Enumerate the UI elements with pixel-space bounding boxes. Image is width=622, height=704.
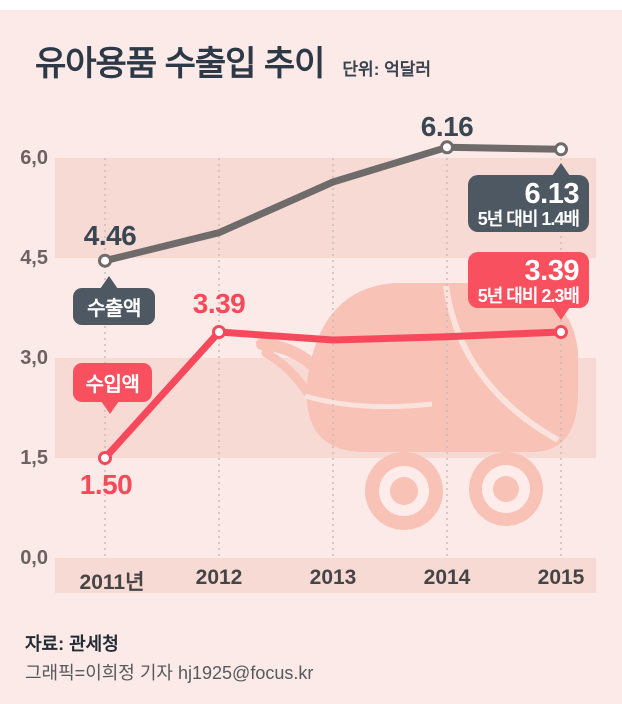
source-note: 자료: 관세청: [25, 634, 119, 654]
page-title: 유아용품 수출입 추이: [35, 45, 325, 83]
ytick-4-5: 4,5: [20, 247, 48, 269]
export-point-2014: [440, 140, 454, 155]
export-point-2011년: [98, 253, 112, 268]
ytick-6: 6,0: [20, 147, 48, 169]
stroller-watermark-icon: [256, 283, 578, 530]
export-2015-note: 5년 대비 1.4배: [477, 209, 580, 229]
export-series-tag: 수출액: [73, 276, 155, 325]
xtick-2012: 2012: [195, 566, 243, 589]
header: 유아용품 수출입 추이 단위: 억달러: [35, 36, 431, 85]
import-point-2012: [212, 325, 226, 339]
ytick-1-5: 1,5: [20, 447, 48, 469]
value-label-import-2012: 3.39: [192, 288, 246, 319]
value-label-export-2014: 6.16: [420, 111, 474, 142]
export-line: [101, 143, 565, 265]
export-series-tag-label: 수출액: [87, 298, 141, 320]
xtick-2015: 2015: [537, 566, 585, 589]
import-2015-value: 3.39: [524, 255, 580, 287]
credit-note: 그래픽=이희정 기자 hj1925@focus.kr: [25, 663, 314, 683]
import-2015-note: 5년 대비 2.3배: [477, 286, 580, 306]
xtick-2013: 2013: [309, 566, 357, 589]
data-series: [98, 140, 568, 465]
import-series-tag-label: 수입액: [85, 374, 140, 396]
ytick-0: 0,0: [20, 547, 48, 569]
import-point-2015: [554, 325, 568, 339]
value-label-import-2011: 1.50: [79, 469, 133, 500]
ytick-3: 3,0: [20, 347, 48, 369]
export-2015-value: 6.13: [524, 178, 580, 210]
import-line: [101, 328, 565, 462]
import-2015-callout: 3.39 5년 대비 2.3배: [468, 252, 589, 320]
import-series-tag: 수입액: [73, 363, 152, 414]
xtick-2014: 2014: [423, 566, 471, 589]
value-label-export-2011: 4.46: [83, 220, 137, 251]
unit-label: 단위: 억달러: [342, 60, 432, 79]
top-white-strip: [0, 0, 622, 10]
xtick-2011: 2011년: [79, 571, 145, 594]
import-point-2011년: [98, 451, 112, 465]
export-2015-callout: 6.13 5년 대비 1.4배: [468, 163, 589, 232]
export-point-2015: [554, 142, 568, 157]
